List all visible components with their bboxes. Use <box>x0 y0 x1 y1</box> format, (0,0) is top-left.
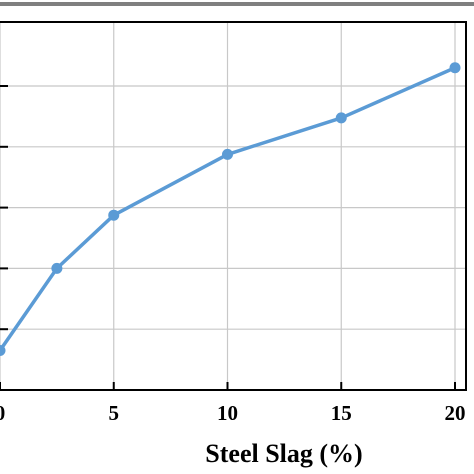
plot-frame <box>0 21 467 391</box>
x-tick-labels: 0 5 10 15 20 <box>0 401 466 425</box>
data-point <box>449 62 461 74</box>
x-tick-label: 15 <box>331 401 352 425</box>
data-point <box>222 148 233 160</box>
data-point <box>335 112 347 124</box>
series-line <box>0 66 456 352</box>
data-point <box>0 344 6 356</box>
data-point <box>108 209 120 221</box>
x-axis-ticks <box>0 382 456 390</box>
x-tick-label: 10 <box>217 401 238 425</box>
x-tick-label: 5 <box>109 401 120 425</box>
grid-lines <box>0 22 466 390</box>
x-tick-label: 0 <box>0 401 5 425</box>
data-point <box>51 262 63 274</box>
top-frame-band <box>0 2 474 6</box>
x-axis-label: Steel Slag (%) <box>205 439 362 468</box>
x-tick-label: 20 <box>445 401 466 425</box>
series-group <box>0 62 461 356</box>
y-axis-ticks <box>0 85 8 331</box>
